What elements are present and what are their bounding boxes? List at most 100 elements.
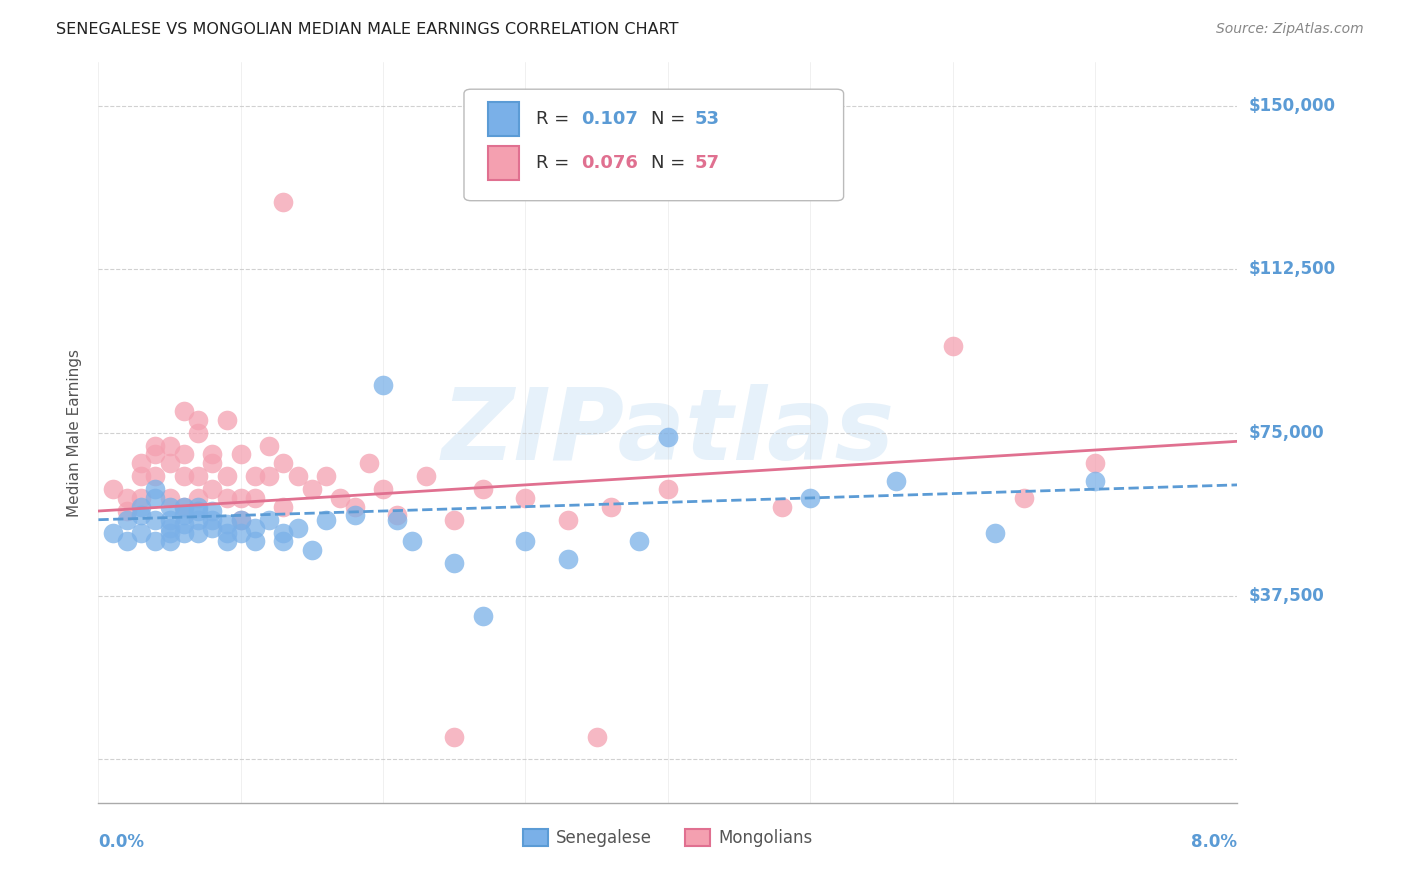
Point (201, 513, 224, 527)
Point (343, 500, 366, 514)
Point (287, 469, 309, 483)
Point (585, 731, 607, 745)
Point (229, 513, 252, 527)
Point (229, 491, 252, 505)
Point (145, 469, 167, 483)
Point (187, 412, 209, 426)
Point (145, 447, 167, 461)
Text: 53: 53 (695, 110, 720, 128)
Point (187, 469, 209, 483)
Point (557, 552, 579, 566)
Point (159, 456, 181, 470)
Point (173, 517, 195, 532)
Point (159, 525, 181, 540)
Point (229, 513, 252, 527)
Point (371, 377, 394, 392)
Point (515, 534, 537, 549)
Point (101, 525, 124, 540)
Point (215, 412, 238, 426)
Point (159, 439, 181, 453)
Point (273, 534, 295, 549)
Point (201, 504, 224, 518)
Point (229, 447, 252, 461)
Point (259, 513, 281, 527)
Text: $150,000: $150,000 (1249, 97, 1336, 115)
Point (243, 521, 266, 535)
Point (942, 338, 965, 352)
Point (415, 469, 437, 483)
Point (173, 500, 195, 514)
Point (187, 504, 209, 518)
Point (557, 513, 579, 527)
Text: SENEGALESE VS MONGOLIAN MEDIAN MALE EARNINGS CORRELATION CHART: SENEGALESE VS MONGOLIAN MEDIAN MALE EARN… (56, 22, 679, 37)
Point (443, 731, 465, 745)
Point (187, 425, 209, 440)
Point (315, 513, 337, 527)
Point (1084, 456, 1107, 470)
Point (343, 508, 366, 523)
Point (173, 525, 195, 540)
Point (129, 456, 152, 470)
Point (159, 513, 181, 527)
Point (243, 469, 266, 483)
Point (129, 491, 152, 505)
Point (129, 525, 152, 540)
Point (159, 521, 181, 535)
Point (243, 534, 266, 549)
Point (215, 469, 238, 483)
Point (259, 439, 281, 453)
Text: ZIPatlas: ZIPatlas (441, 384, 894, 481)
Point (301, 543, 323, 558)
Point (401, 534, 423, 549)
Point (443, 556, 465, 570)
Point (229, 525, 252, 540)
Point (201, 456, 224, 470)
Point (129, 508, 152, 523)
Point (600, 500, 623, 514)
Point (187, 513, 209, 527)
Point (115, 491, 138, 505)
Point (243, 491, 266, 505)
Point (201, 521, 224, 535)
Point (515, 491, 537, 505)
Point (387, 508, 409, 523)
Point (145, 534, 167, 549)
Point (215, 525, 238, 540)
Point (657, 430, 679, 444)
Text: 8.0%: 8.0% (1191, 833, 1237, 851)
Point (273, 456, 295, 470)
Point (273, 500, 295, 514)
Point (884, 474, 907, 488)
Point (173, 508, 195, 523)
Point (628, 534, 651, 549)
Point (159, 491, 181, 505)
Point (159, 534, 181, 549)
Point (259, 469, 281, 483)
Point (115, 534, 138, 549)
Text: Source: ZipAtlas.com: Source: ZipAtlas.com (1216, 22, 1364, 37)
Point (387, 513, 409, 527)
Point (173, 500, 195, 514)
Point (770, 500, 793, 514)
Point (187, 525, 209, 540)
Point (215, 534, 238, 549)
Point (145, 482, 167, 496)
Point (145, 439, 167, 453)
Point (187, 491, 209, 505)
Text: R =: R = (536, 154, 575, 172)
Text: $112,500: $112,500 (1249, 260, 1336, 278)
Y-axis label: Median Male Earnings: Median Male Earnings (67, 349, 83, 516)
Point (159, 500, 181, 514)
Point (357, 456, 380, 470)
Point (1012, 491, 1035, 505)
Point (187, 500, 209, 514)
Point (129, 469, 152, 483)
Point (371, 482, 394, 496)
Point (315, 469, 337, 483)
Point (115, 504, 138, 518)
Text: 0.0%: 0.0% (98, 833, 145, 851)
Text: R =: R = (536, 110, 575, 128)
Legend: Senegalese, Mongolians: Senegalese, Mongolians (516, 822, 820, 854)
Text: N =: N = (651, 154, 690, 172)
Point (215, 491, 238, 505)
